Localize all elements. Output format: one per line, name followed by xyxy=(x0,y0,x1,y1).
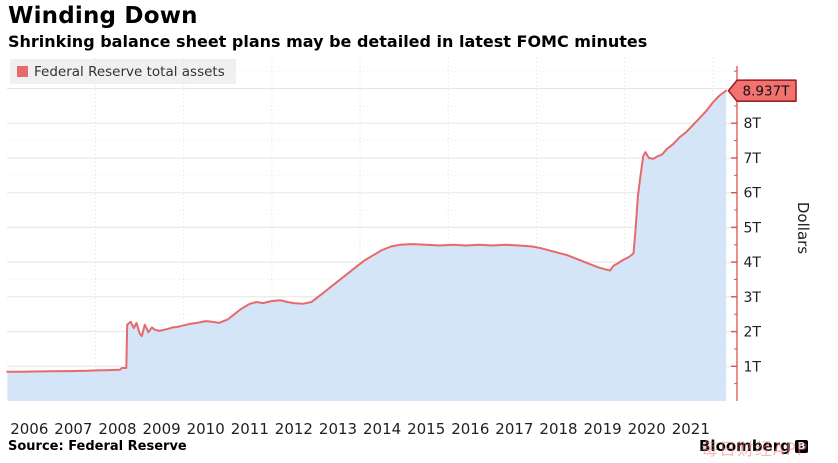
y-axis-tick-label: 8T xyxy=(744,116,762,132)
bloomberg-text: Bloomberg xyxy=(699,437,791,455)
page-title: Winding Down xyxy=(8,3,198,29)
x-axis-tick-label: 2009 xyxy=(143,420,181,438)
y-axis-title: Dollars xyxy=(794,202,812,254)
x-axis-tick-label: 2017 xyxy=(495,420,533,438)
area-fill xyxy=(7,90,727,401)
last-value-label: 8.937T xyxy=(743,84,791,100)
last-value-flag xyxy=(727,79,797,102)
x-axis-tick-label: 2020 xyxy=(628,420,666,438)
y-axis-tick-label: 3T xyxy=(744,290,762,306)
legend-swatch-icon xyxy=(17,66,28,77)
bloomberg-logo-icon: B xyxy=(794,439,808,453)
x-axis-tick-label: 2021 xyxy=(672,420,710,438)
x-axis-tick-label: 2012 xyxy=(275,420,313,438)
x-axis-tick-label: 2013 xyxy=(319,420,357,438)
x-axis-tick-label: 2007 xyxy=(54,420,92,438)
source-note: Source: Federal Reserve xyxy=(8,439,187,454)
x-axis-tick-label: 2011 xyxy=(231,420,269,438)
bloomberg-wordmark: Bloomberg B xyxy=(699,437,808,455)
legend-label: Federal Reserve total assets xyxy=(34,63,225,80)
series-line xyxy=(6,89,728,373)
watermark: 每日财经APP xyxy=(701,440,809,460)
y-axis-tick-label: 6T xyxy=(744,186,762,202)
x-axis-tick-label: 2019 xyxy=(584,420,622,438)
y-axis-tick-label: 1T xyxy=(744,359,762,375)
x-axis-tick-label: 2015 xyxy=(407,420,445,438)
x-axis-tick-label: 2010 xyxy=(187,420,225,438)
x-axis-tick-label: 2018 xyxy=(539,420,577,438)
page-subtitle: Shrinking balance sheet plans may be det… xyxy=(8,32,648,51)
y-axis-tick-label: 2T xyxy=(744,325,762,341)
x-axis-tick-label: 2006 xyxy=(10,420,48,438)
x-axis-tick-label: 2008 xyxy=(98,420,136,438)
legend: Federal Reserve total assets xyxy=(10,59,236,84)
x-axis-tick-label: 2014 xyxy=(363,420,401,438)
y-axis-tick-label: 5T xyxy=(744,220,762,236)
y-axis-tick-label: 7T xyxy=(744,151,762,167)
x-axis-tick-label: 2016 xyxy=(451,420,489,438)
y-axis-tick-label: 4T xyxy=(744,255,762,271)
